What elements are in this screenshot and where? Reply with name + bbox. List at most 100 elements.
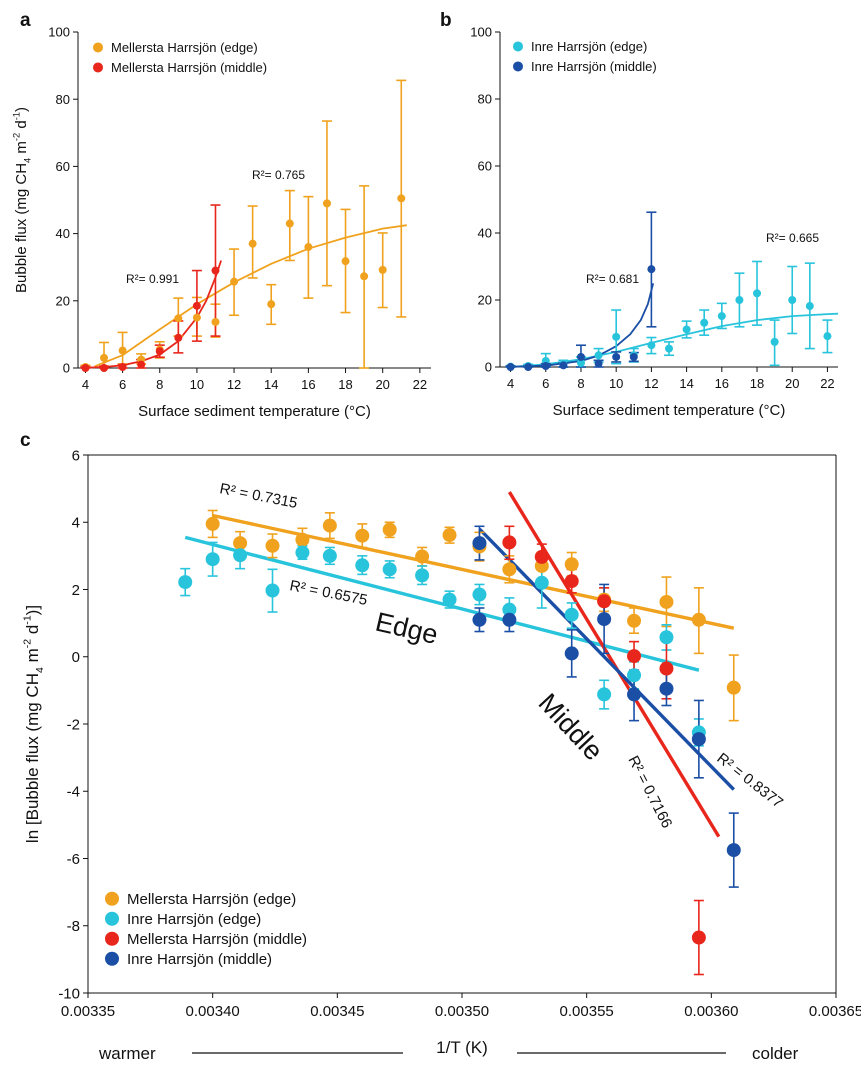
- data-point: [267, 300, 276, 309]
- data-point: [442, 528, 457, 543]
- chart-panel-c: 6 4 2 0 -2 -4 -6 -8 -100.00335 0.00340 0.00345 0.00…: [21, 447, 861, 1063]
- r2-label: R²= 0.991: [126, 272, 179, 286]
- fit-line: [507, 491, 721, 838]
- data-point: [506, 363, 515, 371]
- data-point: [534, 549, 549, 564]
- y-tick-label: 4: [72, 515, 80, 532]
- data-point: [647, 265, 656, 274]
- data-point: [378, 265, 387, 274]
- x-tick-label: 8: [577, 376, 584, 391]
- data-point: [472, 536, 487, 551]
- data-point: [665, 344, 673, 353]
- x-axis-label: Surface sediment temperature (°C): [138, 403, 371, 420]
- y-tick-label: 20: [478, 293, 492, 308]
- legend-marker: [93, 42, 103, 53]
- x-tick-label: 6: [542, 376, 549, 391]
- data-point: [691, 612, 706, 627]
- data-point: [178, 575, 193, 590]
- y-tick-label: 80: [56, 92, 70, 107]
- chart-panel-b: 0 20 40 60 80 100 4 6 8 10 12 14 16 18 20 22 R²= 0.665 R²…: [470, 25, 839, 419]
- data-point: [823, 332, 832, 341]
- data-point: [502, 602, 517, 617]
- data-point: [682, 325, 691, 334]
- data-point: [322, 199, 331, 208]
- data-point: [355, 558, 370, 573]
- data-point: [597, 612, 612, 627]
- data-point: [805, 302, 814, 311]
- x-tick-label: 0.00350: [435, 1003, 489, 1020]
- x-tick-label: 10: [609, 376, 623, 391]
- data-point: [594, 351, 603, 360]
- data-point: [564, 557, 579, 572]
- data-point: [415, 549, 430, 564]
- y-tick-label: 0: [72, 649, 80, 666]
- fit-line: [85, 260, 222, 369]
- y-tick-label: 40: [478, 226, 492, 241]
- legend-marker: [513, 61, 523, 72]
- data-point: [629, 352, 638, 361]
- x-tick-label: 0.00340: [186, 1003, 240, 1020]
- y-tick-label: 2: [72, 582, 80, 599]
- y-tick-label: 20: [56, 293, 70, 308]
- data-point: [118, 362, 127, 371]
- y-tick-label: -4: [67, 784, 80, 801]
- y-tick-label: 0: [485, 360, 492, 375]
- data-point: [647, 341, 656, 350]
- data-point: [442, 592, 457, 607]
- x-tick-label: 16: [715, 376, 729, 391]
- data-point: [770, 337, 779, 346]
- data-point: [285, 219, 294, 228]
- data-point: [265, 538, 280, 553]
- r2-label: R²= 0.765: [252, 168, 305, 182]
- data-point: [397, 194, 406, 203]
- data-point: [659, 594, 674, 609]
- chart-panel-a: 0 20 40 60 80 100 4 6 8 10 12 14 16 18 20 22 R²= 0.765 R²…: [11, 25, 431, 420]
- x-tick-label: 0.00365: [809, 1003, 861, 1020]
- legend-label: Mellersta Harrsjön (edge): [111, 40, 258, 55]
- x-tick-label: 8: [156, 377, 163, 392]
- legend-marker: [105, 911, 119, 926]
- data-point: [524, 363, 533, 371]
- y-axis-label: ln [Bubble flux (mg CH4 m-2 d-1)]: [21, 605, 46, 843]
- data-point: [691, 930, 706, 945]
- warmer-label: warmer: [98, 1044, 156, 1063]
- r2-label: R²= 0.665: [766, 231, 819, 245]
- data-point: [559, 361, 568, 370]
- x-axis-label: 1/T (K): [436, 1038, 488, 1057]
- data-point: [612, 332, 621, 341]
- x-tick-label: 22: [820, 376, 834, 391]
- data-point: [472, 587, 487, 602]
- fit-line: [478, 527, 736, 791]
- x-tick-label: 18: [750, 376, 764, 391]
- data-point: [700, 318, 709, 327]
- data-point: [691, 732, 706, 747]
- x-tick-label: 4: [82, 377, 89, 392]
- data-point: [382, 562, 397, 577]
- data-point: [659, 681, 674, 696]
- data-point: [534, 575, 549, 590]
- data-point: [788, 296, 797, 304]
- colder-label: colder: [752, 1044, 799, 1063]
- legend-marker: [93, 62, 103, 73]
- data-point: [192, 301, 201, 310]
- data-point: [192, 313, 201, 322]
- x-tick-label: 0.00345: [310, 1003, 364, 1020]
- data-point: [502, 562, 517, 577]
- data-point: [576, 358, 585, 367]
- data-point: [205, 552, 220, 567]
- data-point: [612, 352, 621, 361]
- panel-label-b: b: [440, 10, 452, 31]
- x-tick-label: 16: [301, 377, 315, 392]
- y-tick-label: -8: [67, 918, 80, 935]
- data-point: [322, 548, 337, 563]
- data-point: [597, 594, 612, 609]
- y-tick-label: 40: [56, 226, 70, 241]
- x-tick-label: 12: [227, 377, 241, 392]
- data-point: [382, 522, 397, 537]
- data-point: [627, 613, 642, 628]
- x-tick-label: 10: [190, 377, 204, 392]
- data-point: [717, 312, 726, 321]
- y-tick-label: -2: [67, 716, 80, 733]
- legend-label: Mellersta Harrsjön (middle): [127, 931, 307, 948]
- x-tick-label: 20: [785, 376, 799, 391]
